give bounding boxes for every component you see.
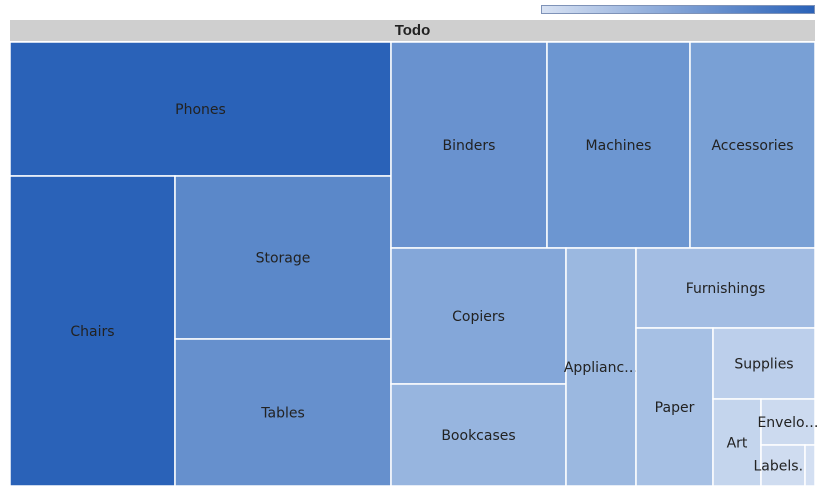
- treemap-label-machines: Machines: [586, 138, 652, 154]
- treemap-tile-accessories[interactable]: [689, 41, 816, 249]
- treemap-label-phones: Phones: [175, 102, 226, 118]
- treemap-tile-phones[interactable]: [9, 41, 392, 177]
- treemap-tile-storage[interactable]: [174, 175, 392, 340]
- treemap-label-chairs: Chairs: [70, 324, 114, 340]
- treemap-label-art: Art: [727, 436, 748, 452]
- treemap-label-supplies: Supplies: [734, 357, 793, 373]
- treemap-tile-tables[interactable]: [174, 338, 392, 487]
- treemap-tile-bookcases[interactable]: [390, 383, 567, 487]
- treemap-tile-machines[interactable]: [546, 41, 691, 249]
- treemap-label-paper: Paper: [655, 400, 695, 416]
- treemap-tile-labels[interactable]: [760, 444, 806, 487]
- treemap-label-tables: Tables: [260, 406, 305, 422]
- treemap-tile-furnishings[interactable]: [635, 247, 816, 329]
- treemap-tile-chairs[interactable]: [9, 175, 176, 487]
- treemap-tile-supplies[interactable]: [712, 327, 816, 400]
- treemap-label-copiers: Copiers: [452, 309, 505, 325]
- treemap-label-binders: Binders: [443, 138, 496, 154]
- treemap-label-furnishings: Furnishings: [686, 281, 766, 297]
- treemap-label-storage: Storage: [256, 251, 311, 267]
- chart-title: Todo: [10, 20, 815, 41]
- treemap-label-envelopes: Envelo…: [757, 415, 818, 431]
- treemap-tile-binders[interactable]: [390, 41, 548, 249]
- treemap-label-bookcases: Bookcases: [441, 428, 515, 444]
- treemap-label-appliances: Applianc…: [564, 360, 638, 376]
- treemap-label-accessories: Accessories: [711, 138, 793, 154]
- color-scale-legend: [541, 5, 815, 14]
- treemap-tile-fasteners[interactable]: [804, 444, 816, 487]
- treemap-label-labels: Labels…: [753, 459, 812, 475]
- treemap-tile-appliances[interactable]: [565, 247, 637, 487]
- treemap-tile-envelopes[interactable]: [760, 398, 816, 446]
